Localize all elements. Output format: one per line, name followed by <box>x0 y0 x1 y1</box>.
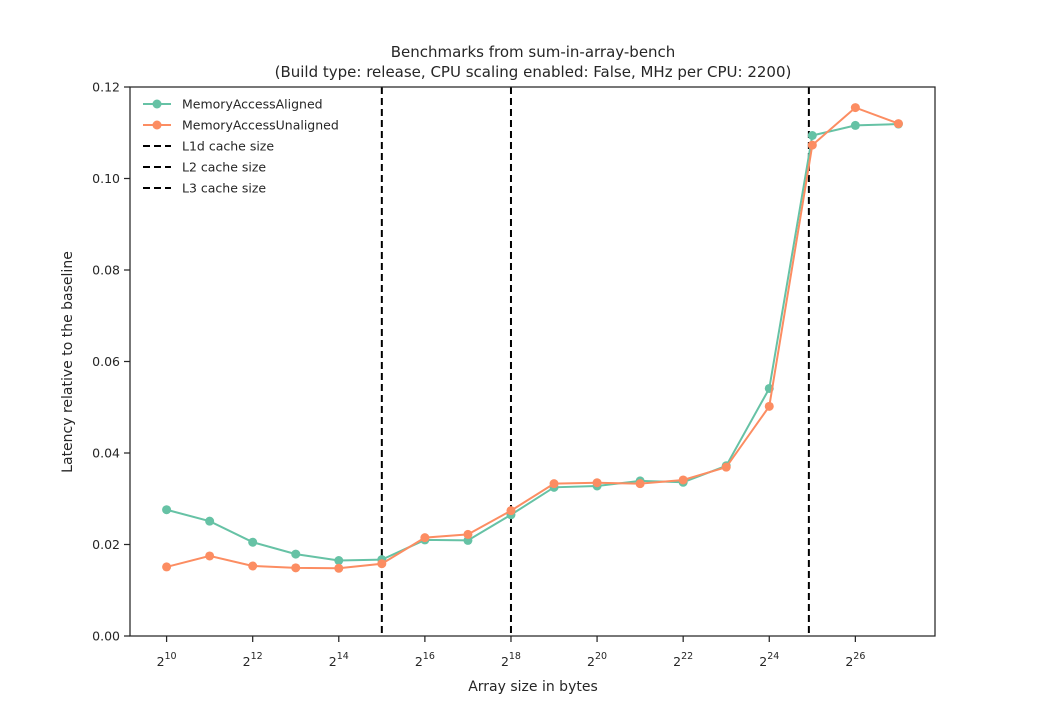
x-tick-label: 220 <box>587 651 607 669</box>
series-2-point <box>850 103 860 113</box>
series-2-point <box>635 479 645 489</box>
series-2-point <box>592 478 602 488</box>
series-2-point <box>678 475 688 485</box>
x-axis-label: Array size in bytes <box>468 679 598 695</box>
series-line-1 <box>166 123 899 562</box>
legend-label-2: MemoryAccessUnaligned <box>182 118 339 133</box>
x-tick-label: 214 <box>329 651 349 669</box>
series-2-point <box>334 563 344 573</box>
y-tick-label: 0.02 <box>92 537 120 552</box>
legend-ref-label-2: L2 cache size <box>182 160 266 175</box>
x-tick-label: 218 <box>501 651 521 669</box>
chart-subtitle: (Build type: release, CPU scaling enable… <box>275 63 792 81</box>
series-1-point <box>291 549 301 559</box>
legend-ref-label-3: L3 cache size <box>182 181 266 196</box>
series-2-point <box>463 529 473 539</box>
series-2-point <box>506 506 516 516</box>
y-tick-label: 0.12 <box>92 80 120 95</box>
x-tick-label: 226 <box>845 651 865 669</box>
series-2-point <box>377 559 387 569</box>
series-2-point <box>205 551 215 561</box>
x-tick-label: 224 <box>759 651 779 669</box>
series-2-point <box>162 562 172 572</box>
series-1-point <box>248 537 258 547</box>
x-tick-label: 222 <box>673 651 693 669</box>
series-1-point <box>807 130 817 140</box>
series-2-point <box>721 462 731 472</box>
series-1-point <box>205 516 215 526</box>
series-2-point <box>893 119 903 129</box>
series-2-point <box>764 401 774 411</box>
series-line-2 <box>166 106 899 570</box>
legend: MemoryAccessAligned MemoryAccessUnaligned… <box>143 97 339 196</box>
chart-title: Benchmarks from sum-in-array-bench <box>391 43 676 61</box>
legend-label-1: MemoryAccessAligned <box>182 97 323 112</box>
y-tick-label: 0.04 <box>92 446 120 461</box>
x-tick-label: 212 <box>243 651 263 669</box>
legend-marker-1 <box>152 99 162 109</box>
x-tick-label: 216 <box>415 651 435 669</box>
series-2-point <box>420 533 430 543</box>
legend-marker-2 <box>152 120 162 130</box>
series-1-point <box>334 556 344 566</box>
series-2-point <box>549 479 559 489</box>
series-1-point <box>162 505 172 515</box>
y-tick-label: 0.08 <box>92 263 120 278</box>
series-1-point <box>850 120 860 130</box>
x-tick-label: 210 <box>157 651 177 669</box>
series-2-point <box>248 561 258 571</box>
y-tick-label: 0.00 <box>92 629 120 644</box>
legend-ref-label-1: L1d cache size <box>182 139 274 154</box>
plot-area: 0.00 0.02 0.04 0.06 0.08 0.10 0.12 210 212 214 216… <box>92 80 936 669</box>
series-2-point <box>291 563 301 573</box>
y-axis-label: Latency relative to the baseline <box>60 251 76 473</box>
series-2-point <box>807 140 817 150</box>
y-tick-label: 0.10 <box>92 171 120 186</box>
y-tick-label: 0.06 <box>92 354 120 369</box>
